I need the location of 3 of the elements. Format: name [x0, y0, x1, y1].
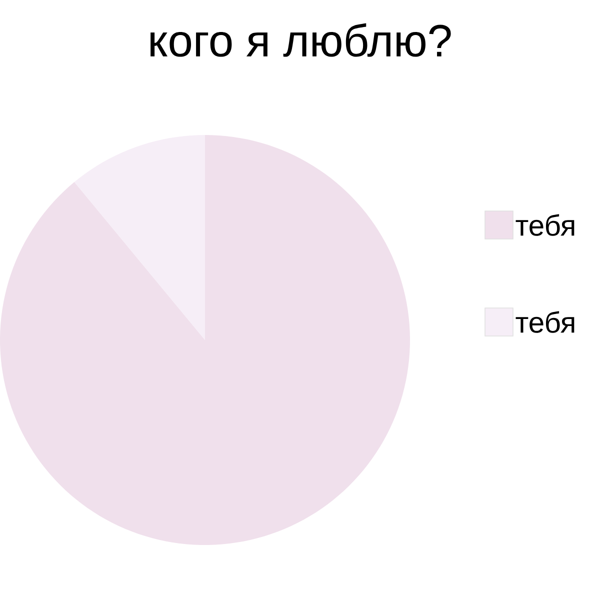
legend-label: тебя: [516, 311, 574, 333]
chart-title: кого я люблю?: [150, 23, 451, 57]
legend-label: тебя: [516, 214, 574, 236]
